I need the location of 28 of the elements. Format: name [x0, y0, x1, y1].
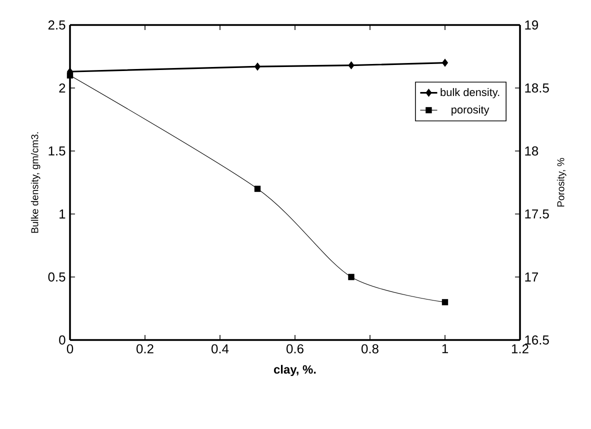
y2-axis-title: Porosity, %: [556, 158, 566, 207]
point: [348, 274, 354, 280]
x-tick-label: 1.2: [512, 344, 528, 354]
x-tick-label: 0.8: [362, 344, 378, 354]
x-tick-label: 1: [442, 344, 448, 354]
y2-tick-label: 18: [525, 146, 538, 156]
y2-tick-label: 19: [525, 20, 538, 30]
y-tick-label: 2.5: [48, 20, 66, 30]
y-tick-label: 0.5: [48, 272, 66, 282]
x-tick-label: 0: [66, 344, 74, 354]
y2-tick-label: 17.5: [525, 209, 549, 219]
point: [66, 72, 74, 78]
point: [254, 186, 261, 192]
y-axis-title: Bulke density, gm/cm3.: [30, 132, 40, 233]
x-axis-title: clay, %.: [274, 364, 316, 376]
y-tick-label: 0: [59, 335, 66, 345]
legend-label: porosity: [452, 105, 490, 116]
point: [442, 299, 448, 306]
y2-tick-label: 17: [525, 272, 538, 282]
y2-tick-label: 18.5: [525, 83, 549, 93]
y-tick-label: 1: [60, 210, 66, 218]
y2-tick-label: 16.5: [525, 335, 549, 345]
y-tick-label: 1.5: [48, 146, 66, 156]
y-tick-label: 2: [59, 83, 66, 93]
x-tick-label: 0.2: [136, 344, 154, 354]
legend-label: bulk density.: [440, 88, 500, 98]
x-tick-label: 0.4: [212, 344, 229, 354]
x-tick-label: 0.6: [286, 344, 304, 354]
